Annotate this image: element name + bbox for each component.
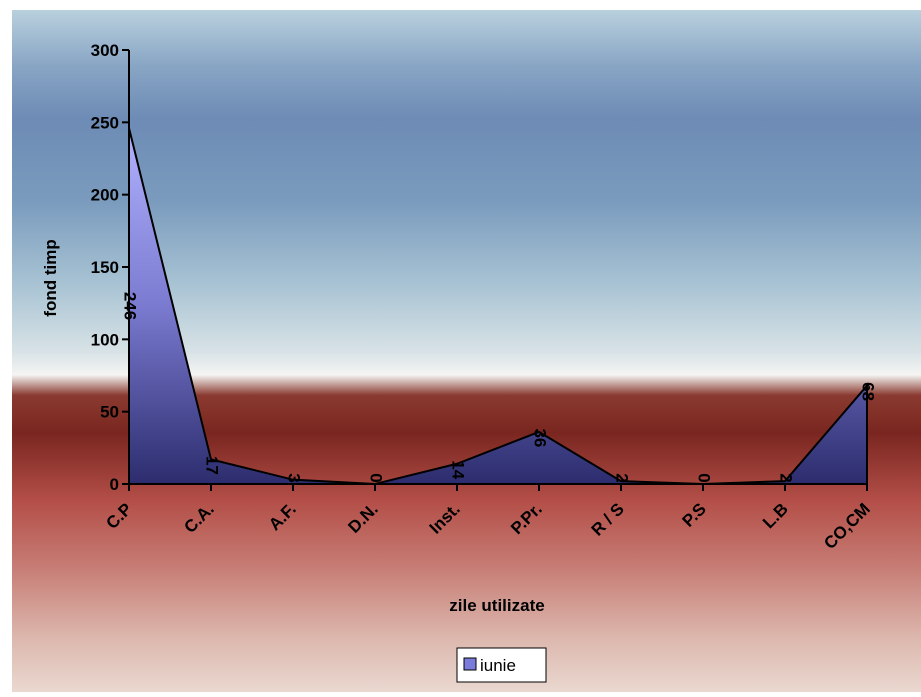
- y-tick-label: 200: [91, 186, 119, 205]
- series-area-iunie: [128, 127, 868, 486]
- y-tick-label: 300: [91, 41, 119, 60]
- y-axis-title: fond timp: [41, 239, 60, 316]
- data-label: 246: [121, 292, 140, 320]
- legend: iunie: [456, 647, 547, 683]
- data-label: 17: [203, 456, 222, 475]
- chart-area: 0 50 100 150 200 250 300 C.P C.A. A.F. D.N. Inst. P.…: [12, 10, 921, 692]
- data-label: 3: [285, 473, 304, 482]
- data-label: 14: [449, 460, 468, 479]
- data-label: 0: [367, 473, 386, 482]
- data-label: 68: [859, 382, 878, 401]
- legend-label: iunie: [480, 656, 516, 675]
- data-label: 2: [613, 473, 632, 482]
- data-label: 36: [531, 428, 550, 447]
- data-label: 0: [695, 473, 714, 482]
- y-tick-label: 50: [100, 403, 119, 422]
- x-axis-title: zile utilizate: [449, 596, 544, 615]
- legend-swatch: [463, 657, 477, 671]
- y-tick-label: 250: [91, 113, 119, 132]
- y-tick-label: 100: [91, 330, 119, 349]
- y-tick-label: 0: [110, 475, 119, 494]
- y-tick-label: 150: [91, 258, 119, 277]
- data-label: 2: [777, 473, 796, 482]
